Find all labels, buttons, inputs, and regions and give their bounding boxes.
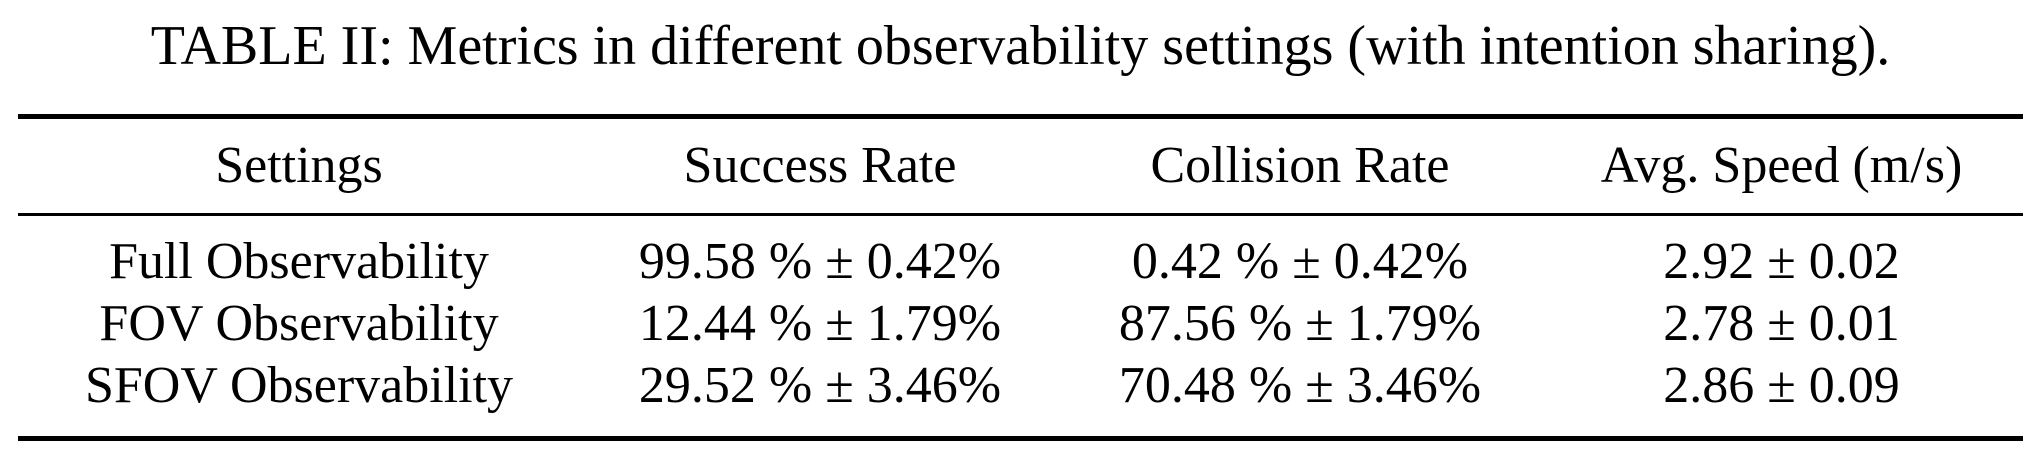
- cell-avg-speed: 2.78 ± 0.01: [1663, 295, 1900, 352]
- cell-success-rate: 12.44 % ± 1.79%: [638, 295, 1002, 352]
- header-success-rate: Success Rate: [683, 137, 957, 194]
- cell-setting: Full Observability: [109, 233, 489, 290]
- cell-avg-speed: 2.86 ± 0.09: [1663, 357, 1900, 414]
- table-header-rule: [18, 213, 2023, 216]
- cell-success-rate: 99.58 % ± 0.42%: [638, 233, 1002, 290]
- header-settings: Settings: [215, 137, 383, 194]
- cell-collision-rate: 0.42 % ± 0.42%: [1131, 233, 1469, 290]
- cell-avg-speed: 2.92 ± 0.02: [1663, 233, 1900, 290]
- cell-success-rate: 29.52 % ± 3.46%: [638, 357, 1002, 414]
- table-caption: TABLE II: Metrics in different observabi…: [150, 15, 1891, 77]
- cell-collision-rate: 70.48 % ± 3.46%: [1118, 357, 1482, 414]
- table-bottom-rule: [18, 436, 2023, 441]
- cell-setting: FOV Observability: [99, 295, 499, 352]
- cell-setting: SFOV Observability: [84, 357, 514, 414]
- header-avg-speed: Avg. Speed (m/s): [1600, 137, 1963, 194]
- cell-collision-rate: 87.56 % ± 1.79%: [1118, 295, 1482, 352]
- header-collision-rate: Collision Rate: [1150, 137, 1450, 194]
- table-top-rule: [18, 114, 2023, 119]
